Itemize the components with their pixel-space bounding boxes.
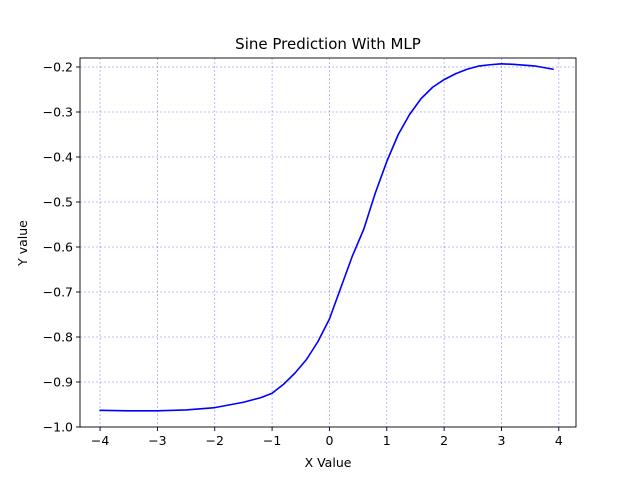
x-ticks: −4 −3 −2 −1 0 1 2 3 4	[91, 427, 563, 448]
x-tick-label: −1	[263, 433, 281, 448]
y-tick-label: −0.3	[43, 105, 73, 120]
y-tick-label: −0.7	[43, 285, 73, 300]
x-axis-label: X Value	[305, 455, 352, 470]
y-tick-label: −0.5	[43, 195, 73, 210]
y-tick-label: −0.4	[43, 150, 73, 165]
x-tick-label: 3	[497, 433, 505, 448]
axes-frame	[79, 57, 577, 428]
y-tick-label: −1.0	[43, 420, 73, 435]
grid-lines	[80, 58, 576, 428]
chart-title: Sine Prediction With MLP	[235, 35, 421, 53]
series-layer	[99, 63, 554, 412]
y-tick-label: −0.8	[43, 330, 73, 345]
x-tick-label: 0	[325, 433, 333, 448]
plot-frame	[79, 57, 577, 428]
y-tick-label: −0.9	[43, 375, 73, 390]
x-tick-label: 4	[555, 433, 563, 448]
y-tick-label: −0.2	[43, 60, 73, 75]
y-ticks: −1.0 −0.9 −0.8 −0.7 −0.6 −0.5 −0.4 −0.3 −0.2	[43, 60, 80, 435]
series-line-1	[99, 63, 554, 412]
x-tick-label: −3	[148, 433, 166, 448]
x-tick-label: 2	[440, 433, 448, 448]
x-tick-label: −2	[206, 433, 224, 448]
x-tick-label: 1	[383, 433, 391, 448]
y-axis-label: Y value	[15, 220, 30, 267]
y-tick-label: −0.6	[43, 240, 73, 255]
x-tick-label: −4	[91, 433, 109, 448]
